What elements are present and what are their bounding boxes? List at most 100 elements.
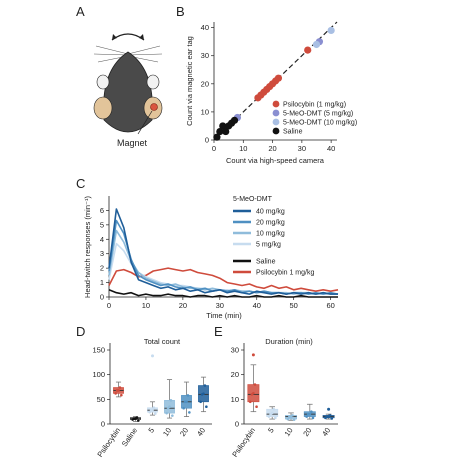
e-data-dot xyxy=(272,407,276,411)
b-y-tick-label: 40 xyxy=(201,23,209,32)
arrow-head-left-icon xyxy=(112,34,117,40)
d-data-dot xyxy=(118,386,122,389)
e-data-dot xyxy=(291,414,294,417)
b-data-point xyxy=(213,133,221,141)
magnet-label: Magnet xyxy=(117,138,148,148)
mouse-head-icon xyxy=(103,51,153,133)
e-data-dot xyxy=(330,417,334,420)
d-data-dot xyxy=(151,408,154,412)
d-data-dot xyxy=(148,410,151,414)
rotation-arrow-icon xyxy=(111,33,145,41)
d-data-dot xyxy=(203,384,207,387)
e-data-dot xyxy=(308,412,312,416)
c-series-line xyxy=(108,229,338,295)
e-x-tick-label: 20 xyxy=(301,426,313,438)
b-y-axis-label: Count via magnetic ear tag xyxy=(185,36,194,126)
d-data-dot xyxy=(171,414,174,417)
b-x-tick-label: 20 xyxy=(268,144,276,153)
e-title: Duration (min) xyxy=(265,337,313,346)
whiskers-icon xyxy=(93,45,163,63)
e-data-dot xyxy=(305,415,308,418)
b-legend-label: Psilocybin (1 mg/kg) xyxy=(283,102,346,109)
e-outlier xyxy=(251,353,255,357)
d-data-dot xyxy=(135,416,139,419)
e-data-dot xyxy=(286,417,290,421)
b-y-tick-label: 0 xyxy=(205,136,209,145)
d-data-dot xyxy=(185,400,188,404)
d-outlier xyxy=(151,354,154,358)
b-data-point xyxy=(304,46,312,54)
c-x-tick-label: 40 xyxy=(253,301,261,310)
c-series-line xyxy=(108,219,339,295)
e-data-dot xyxy=(252,391,255,395)
e-y-tick-label: 0 xyxy=(235,420,239,429)
d-data-dot xyxy=(202,392,205,395)
e-x-tick-label: Psilocybin xyxy=(230,426,257,459)
d-y-tick-label: 0 xyxy=(101,420,105,429)
e-y-tick-label: 10 xyxy=(231,395,239,404)
c-y-tick-label: 4 xyxy=(100,235,104,244)
b-data-point xyxy=(312,40,321,49)
c-x-tick-label: 20 xyxy=(179,301,187,310)
panel-c-letter: C xyxy=(76,176,85,191)
c-y-tick-label: 5 xyxy=(100,220,104,229)
b-legend-label: 5-MeO-DMT (10 mg/kg) xyxy=(283,120,357,127)
c-series-line xyxy=(108,289,338,298)
b-legend-marker xyxy=(272,109,280,117)
b-x-tick-label: 0 xyxy=(212,144,216,153)
c-series-line xyxy=(108,267,339,293)
c-legend-label: Psilocybin 1 mg/kg xyxy=(256,270,314,277)
c-legend-label: Saline xyxy=(256,259,276,266)
e-data-dot xyxy=(311,416,315,420)
d-data-dot xyxy=(188,411,191,414)
d-data-dot xyxy=(169,399,173,402)
e-data-dot xyxy=(255,405,258,409)
d-data-dot xyxy=(114,392,117,395)
d-data-dot xyxy=(154,412,157,415)
b-legend-marker xyxy=(272,118,280,126)
panel-c-line-chart: 0 10 20 30 40 50 60 0 1 2 3 4 5 6 40 mg/kg 20 mg/kg 10 … xyxy=(83,196,339,320)
e-x-tick-label: 10 xyxy=(282,426,294,438)
d-data-dot xyxy=(137,419,140,422)
c-x-tick-label: 10 xyxy=(142,301,150,310)
b-data-point xyxy=(216,127,224,136)
panel-d-letter: D xyxy=(76,324,85,339)
e-data-dot xyxy=(289,415,293,419)
d-data-dot xyxy=(152,406,156,410)
c-y-tick-label: 6 xyxy=(100,206,104,215)
b-x-tick-label: 10 xyxy=(239,144,247,153)
b-data-point xyxy=(222,127,230,136)
b-x-tick-label: 30 xyxy=(298,144,306,153)
b-legend-label: 5-MeO-DMT (5 mg/kg) xyxy=(283,111,353,118)
e-y-tick-label: 20 xyxy=(231,370,239,379)
c-y-tick-label: 1 xyxy=(100,278,104,287)
b-y-tick-label: 30 xyxy=(201,51,209,60)
d-data-dot xyxy=(182,406,185,410)
d-title: Total count xyxy=(144,337,181,346)
c-x-tick-label: 50 xyxy=(290,301,298,310)
d-x-tick-label: 40 xyxy=(195,426,207,438)
c-legend-label: 5 mg/kg xyxy=(256,242,281,249)
c-y-axis-label: Head-twitch responses (min⁻¹) xyxy=(83,196,92,298)
d-data-dot xyxy=(120,393,123,397)
b-data-point xyxy=(230,116,239,124)
b-legend-marker xyxy=(272,100,280,108)
mouse-illustration: Magnet xyxy=(93,33,163,148)
d-data-dot xyxy=(165,411,168,415)
c-y-tick-label: 0 xyxy=(100,293,104,302)
panel-a-letter: A xyxy=(76,4,85,19)
arrow-head-right-icon xyxy=(139,34,144,40)
panel-b-scatter: 0 10 20 30 40 0 10 20 30 40 Psilocybin (1 mg/kg) 5… xyxy=(185,21,357,165)
c-x-tick-label: 30 xyxy=(216,301,224,310)
e-x-tick-label: 5 xyxy=(266,426,276,435)
d-data-dot xyxy=(205,405,208,409)
left-eye-icon xyxy=(96,74,110,90)
d-x-tick-label: 10 xyxy=(161,426,173,438)
d-x-tick-label: Saline xyxy=(120,426,139,448)
e-data-dot xyxy=(292,418,296,421)
c-legend-label: 10 mg/kg xyxy=(256,231,285,238)
d-data-dot xyxy=(199,400,202,404)
e-data-dot xyxy=(267,415,271,418)
